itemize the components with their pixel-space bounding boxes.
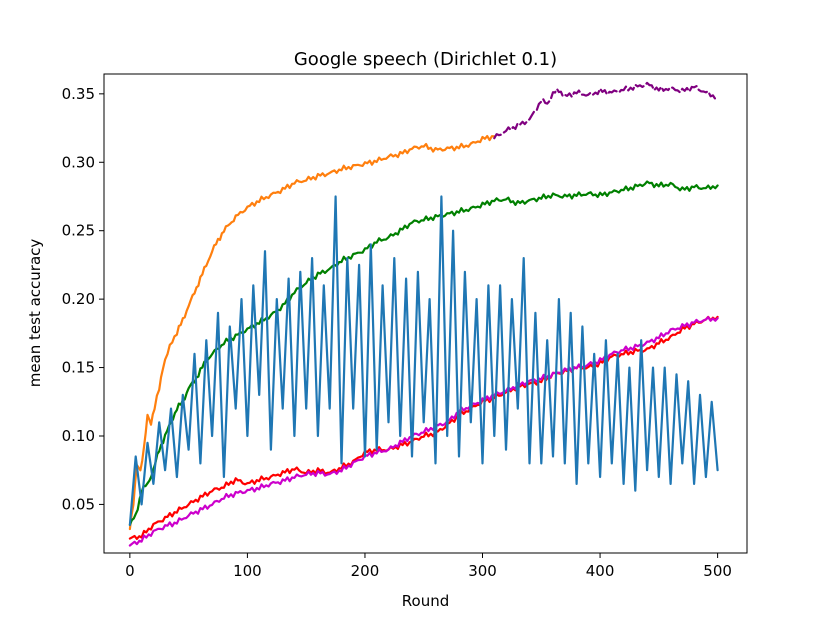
series-line-4 bbox=[128, 315, 719, 540]
y-tick-label: 0.30 bbox=[62, 153, 95, 171]
x-tick-label: 0 bbox=[125, 562, 135, 580]
y-tick-label: 0.25 bbox=[62, 222, 95, 240]
chart-title: Google speech (Dirichlet 0.1) bbox=[294, 49, 557, 70]
y-tick-label: 0.05 bbox=[62, 495, 95, 513]
x-axis-ticks: 0 100 200 300 400 500 bbox=[125, 553, 732, 580]
plot-frame bbox=[103, 73, 748, 554]
series-line-1 bbox=[128, 135, 496, 531]
x-tick-label: 200 bbox=[351, 562, 380, 580]
y-tick-label: 0.10 bbox=[62, 427, 95, 445]
y-axis-ticks: 0.05 0.10 0.15 0.20 0.25 0.30 0.35 bbox=[62, 85, 104, 513]
y-tick-label: 0.20 bbox=[62, 290, 95, 308]
series-line-3 bbox=[128, 180, 719, 526]
x-tick-label: 500 bbox=[703, 562, 732, 580]
x-tick-label: 100 bbox=[233, 562, 262, 580]
x-axis-title: Round bbox=[402, 592, 449, 610]
series-line-6 bbox=[128, 195, 719, 526]
series-layer bbox=[128, 81, 719, 547]
y-axis-title: mean test accuracy bbox=[26, 239, 44, 388]
y-tick-label: 0.35 bbox=[62, 85, 95, 103]
series-line-5 bbox=[128, 316, 719, 547]
x-tick-label: 300 bbox=[468, 562, 497, 580]
series-line-2 bbox=[493, 81, 719, 140]
x-tick-label: 400 bbox=[586, 562, 615, 580]
y-tick-label: 0.15 bbox=[62, 359, 95, 377]
